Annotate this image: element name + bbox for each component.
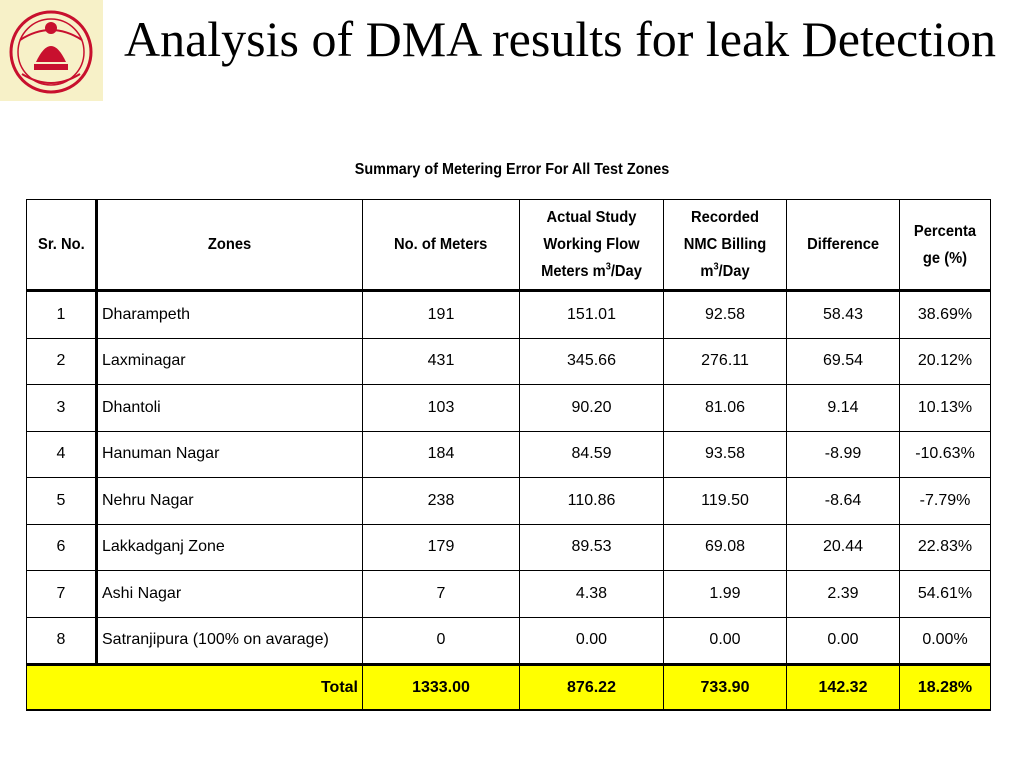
- cell-difference: -8.99: [786, 430, 900, 478]
- cell-sr-no: 4: [26, 430, 98, 478]
- cell-sr-no: 8: [26, 616, 98, 665]
- cell-difference: -8.64: [786, 477, 900, 525]
- cell-actual: 151.01: [519, 290, 664, 339]
- total-meters: 1333.00: [362, 663, 520, 711]
- table-row: 7 Ashi Nagar 7 4.38 1.99 2.39 54.61%: [26, 570, 991, 618]
- cell-percentage: 10.13%: [899, 384, 991, 432]
- cell-recorded: 93.58: [663, 430, 787, 478]
- cell-zone: Dharampeth: [96, 290, 363, 339]
- total-label: Total: [26, 663, 363, 711]
- cell-actual: 110.86: [519, 477, 664, 525]
- cell-zone: Lakkadganj Zone: [96, 523, 363, 571]
- page-title: Analysis of DMA results for leak Detecti…: [123, 11, 997, 67]
- header-percentage: Percenta ge (%): [899, 199, 991, 292]
- cell-difference: 2.39: [786, 570, 900, 618]
- cell-recorded: 92.58: [663, 290, 787, 339]
- cell-difference: 9.14: [786, 384, 900, 432]
- cell-actual: 89.53: [519, 523, 664, 571]
- cell-percentage: -10.63%: [899, 430, 991, 478]
- header-recorded-billing: Recorded NMC Billing m3/Day: [663, 199, 787, 292]
- cell-meters: 238: [362, 477, 520, 525]
- total-actual: 876.22: [519, 663, 664, 711]
- table-row: 2 Laxminagar 431 345.66 276.11 69.54 20.…: [26, 337, 991, 385]
- cell-sr-no: 1: [26, 290, 98, 339]
- cell-recorded: 69.08: [663, 523, 787, 571]
- header-actual-flow: Actual Study Working Flow Meters m3/Day: [519, 199, 664, 292]
- cell-zone: Laxminagar: [96, 337, 363, 385]
- cell-recorded: 276.11: [663, 337, 787, 385]
- header-sr-no: Sr. No.: [26, 199, 98, 292]
- cell-percentage: -7.79%: [899, 477, 991, 525]
- table-row: 4 Hanuman Nagar 184 84.59 93.58 -8.99 -1…: [26, 430, 991, 478]
- cell-zone: Nehru Nagar: [96, 477, 363, 525]
- cell-recorded: 81.06: [663, 384, 787, 432]
- total-recorded: 733.90: [663, 663, 787, 711]
- cell-recorded: 119.50: [663, 477, 787, 525]
- cell-zone: Dhantoli: [96, 384, 363, 432]
- header-difference: Difference: [786, 199, 900, 292]
- cell-difference: 69.54: [786, 337, 900, 385]
- table-row: 6 Lakkadganj Zone 179 89.53 69.08 20.44 …: [26, 523, 991, 571]
- table-row: 3 Dhantoli 103 90.20 81.06 9.14 10.13%: [26, 384, 991, 432]
- cell-actual: 0.00: [519, 616, 664, 665]
- cell-percentage: 22.83%: [899, 523, 991, 571]
- cell-meters: 179: [362, 523, 520, 571]
- cell-actual: 345.66: [519, 337, 664, 385]
- cell-meters: 431: [362, 337, 520, 385]
- cell-meters: 0: [362, 616, 520, 665]
- cell-percentage: 0.00%: [899, 616, 991, 665]
- cell-sr-no: 6: [26, 523, 98, 571]
- metering-error-table: Sr. No. Zones No. of Meters Actual Study…: [26, 199, 991, 711]
- cell-meters: 103: [362, 384, 520, 432]
- institution-emblem-icon: [9, 10, 93, 94]
- cell-recorded: 1.99: [663, 570, 787, 618]
- cell-difference: 20.44: [786, 523, 900, 571]
- cell-sr-no: 2: [26, 337, 98, 385]
- header-zones: Zones: [96, 199, 363, 292]
- cell-sr-no: 5: [26, 477, 98, 525]
- cell-actual: 4.38: [519, 570, 664, 618]
- cell-actual: 90.20: [519, 384, 664, 432]
- cell-sr-no: 3: [26, 384, 98, 432]
- table-row: 5 Nehru Nagar 238 110.86 119.50 -8.64 -7…: [26, 477, 991, 525]
- total-difference: 142.32: [786, 663, 900, 711]
- header-no-of-meters: No. of Meters: [362, 199, 520, 292]
- cell-zone: Satranjipura (100% on avarage): [96, 616, 363, 665]
- cell-zone: Hanuman Nagar: [96, 430, 363, 478]
- table-header-row: Sr. No. Zones No. of Meters Actual Study…: [26, 199, 991, 292]
- cell-zone: Ashi Nagar: [96, 570, 363, 618]
- cell-sr-no: 7: [26, 570, 98, 618]
- table-row: 1 Dharampeth 191 151.01 92.58 58.43 38.6…: [26, 290, 991, 339]
- table-subtitle: Summary of Metering Error For All Test Z…: [354, 161, 670, 178]
- cell-meters: 7: [362, 570, 520, 618]
- cell-meters: 191: [362, 290, 520, 339]
- cell-difference: 58.43: [786, 290, 900, 339]
- cell-percentage: 20.12%: [899, 337, 991, 385]
- table-row: 8 Satranjipura (100% on avarage) 0 0.00 …: [26, 616, 991, 665]
- cell-percentage: 54.61%: [899, 570, 991, 618]
- total-percentage: 18.28%: [899, 663, 991, 711]
- institution-logo: [0, 0, 103, 101]
- cell-recorded: 0.00: [663, 616, 787, 665]
- cell-difference: 0.00: [786, 616, 900, 665]
- cell-percentage: 38.69%: [899, 290, 991, 339]
- cell-meters: 184: [362, 430, 520, 478]
- cell-actual: 84.59: [519, 430, 664, 478]
- total-row: Total 1333.00 876.22 733.90 142.32 18.28…: [26, 663, 991, 711]
